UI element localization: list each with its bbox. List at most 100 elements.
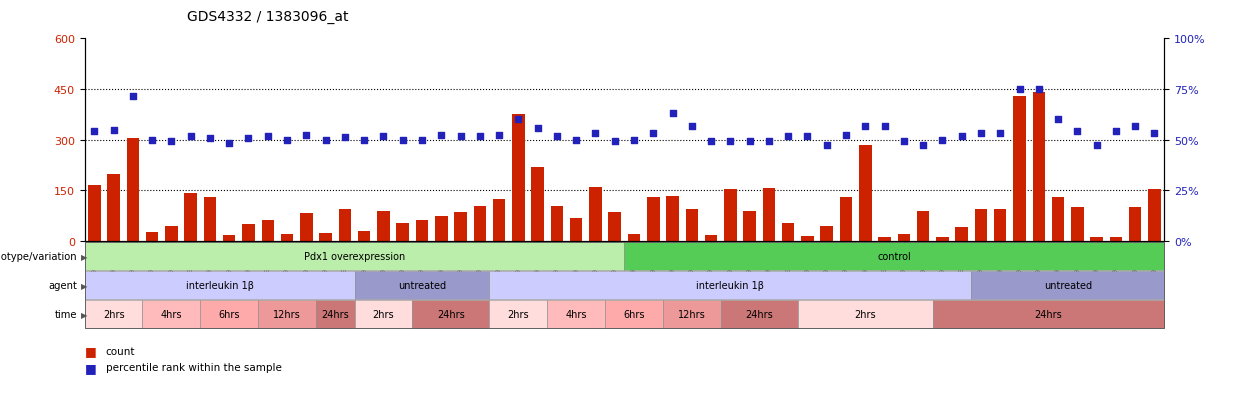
Point	[971, 131, 991, 137]
Point	[682, 123, 702, 130]
Bar	[88, 186, 101, 242]
Point	[489, 132, 509, 139]
Point	[258, 134, 278, 140]
Text: 6hrs: 6hrs	[218, 309, 240, 319]
Point	[431, 132, 451, 139]
Bar	[627, 235, 640, 242]
Text: ▶: ▶	[81, 310, 87, 319]
Bar	[955, 228, 967, 242]
Bar	[994, 209, 1006, 242]
Point	[219, 140, 239, 147]
Point	[1087, 142, 1107, 149]
Text: time: time	[55, 309, 77, 319]
Point	[239, 135, 259, 142]
Bar	[223, 235, 235, 242]
Bar	[705, 235, 717, 242]
Bar	[532, 167, 544, 242]
Point	[1125, 123, 1145, 130]
Point	[181, 134, 200, 140]
Bar	[550, 206, 563, 242]
Bar	[166, 226, 178, 242]
Bar	[1129, 208, 1142, 242]
Bar	[1052, 198, 1064, 242]
Bar	[1091, 237, 1103, 242]
Point	[1106, 129, 1125, 135]
Bar	[1109, 237, 1122, 242]
Bar	[204, 198, 217, 242]
Point	[605, 139, 625, 145]
Text: 12hrs: 12hrs	[679, 309, 706, 319]
Point	[933, 137, 952, 144]
Bar	[416, 221, 428, 242]
Point	[817, 142, 837, 149]
Bar	[936, 237, 949, 242]
Point	[1144, 131, 1164, 137]
Bar	[512, 115, 524, 242]
Text: 2hrs: 2hrs	[508, 309, 529, 319]
Bar	[357, 231, 371, 242]
Bar	[184, 194, 197, 242]
Bar	[1071, 208, 1083, 242]
Bar	[570, 218, 583, 242]
Text: ▶: ▶	[81, 281, 87, 290]
Text: ■: ■	[85, 361, 96, 374]
Bar	[609, 213, 621, 242]
Bar	[435, 216, 447, 242]
Bar	[473, 206, 486, 242]
Text: 24hrs: 24hrs	[746, 309, 773, 319]
Point	[662, 110, 682, 117]
Point	[1010, 86, 1030, 93]
Bar	[1032, 93, 1045, 242]
Point	[1028, 86, 1048, 93]
Point	[374, 134, 393, 140]
Bar	[261, 221, 274, 242]
Text: 6hrs: 6hrs	[624, 309, 645, 319]
Text: 4hrs: 4hrs	[161, 309, 182, 319]
Point	[951, 134, 971, 140]
Point	[1048, 117, 1068, 123]
Bar	[493, 199, 505, 242]
Bar	[454, 213, 467, 242]
Text: untreated: untreated	[1043, 280, 1092, 290]
Point	[837, 132, 857, 139]
Point	[296, 132, 316, 139]
Bar	[878, 237, 891, 242]
Text: Pdx1 overexpression: Pdx1 overexpression	[304, 252, 405, 261]
Bar	[377, 211, 390, 242]
Text: ▶: ▶	[81, 252, 87, 261]
Point	[335, 134, 355, 141]
Point	[566, 137, 586, 144]
Text: 24hrs: 24hrs	[437, 309, 464, 319]
Text: 2hrs: 2hrs	[372, 309, 395, 319]
Bar	[859, 145, 872, 242]
Text: 24hrs: 24hrs	[321, 309, 349, 319]
Point	[316, 137, 336, 144]
Text: 4hrs: 4hrs	[565, 309, 586, 319]
Bar	[898, 234, 910, 242]
Bar	[840, 198, 853, 242]
Bar	[300, 214, 312, 242]
Bar	[1148, 189, 1160, 242]
Point	[392, 137, 412, 144]
Point	[85, 129, 105, 135]
Point	[451, 134, 471, 140]
Bar	[396, 223, 408, 242]
Bar	[820, 226, 833, 242]
Point	[855, 123, 875, 130]
Text: untreated: untreated	[398, 280, 446, 290]
Text: genotype/variation: genotype/variation	[0, 252, 77, 261]
Bar	[647, 198, 660, 242]
Point	[103, 127, 123, 134]
Text: interleukin 1β: interleukin 1β	[186, 280, 254, 290]
Bar	[725, 189, 737, 242]
Point	[508, 117, 528, 123]
Bar	[146, 232, 158, 242]
Point	[162, 139, 182, 145]
Text: GDS4332 / 1383096_at: GDS4332 / 1383096_at	[187, 10, 349, 24]
Text: count: count	[106, 346, 136, 356]
Point	[913, 142, 933, 149]
Bar	[975, 209, 987, 242]
Text: ■: ■	[85, 344, 96, 358]
Text: 2hrs: 2hrs	[854, 309, 876, 319]
Point	[278, 137, 298, 144]
